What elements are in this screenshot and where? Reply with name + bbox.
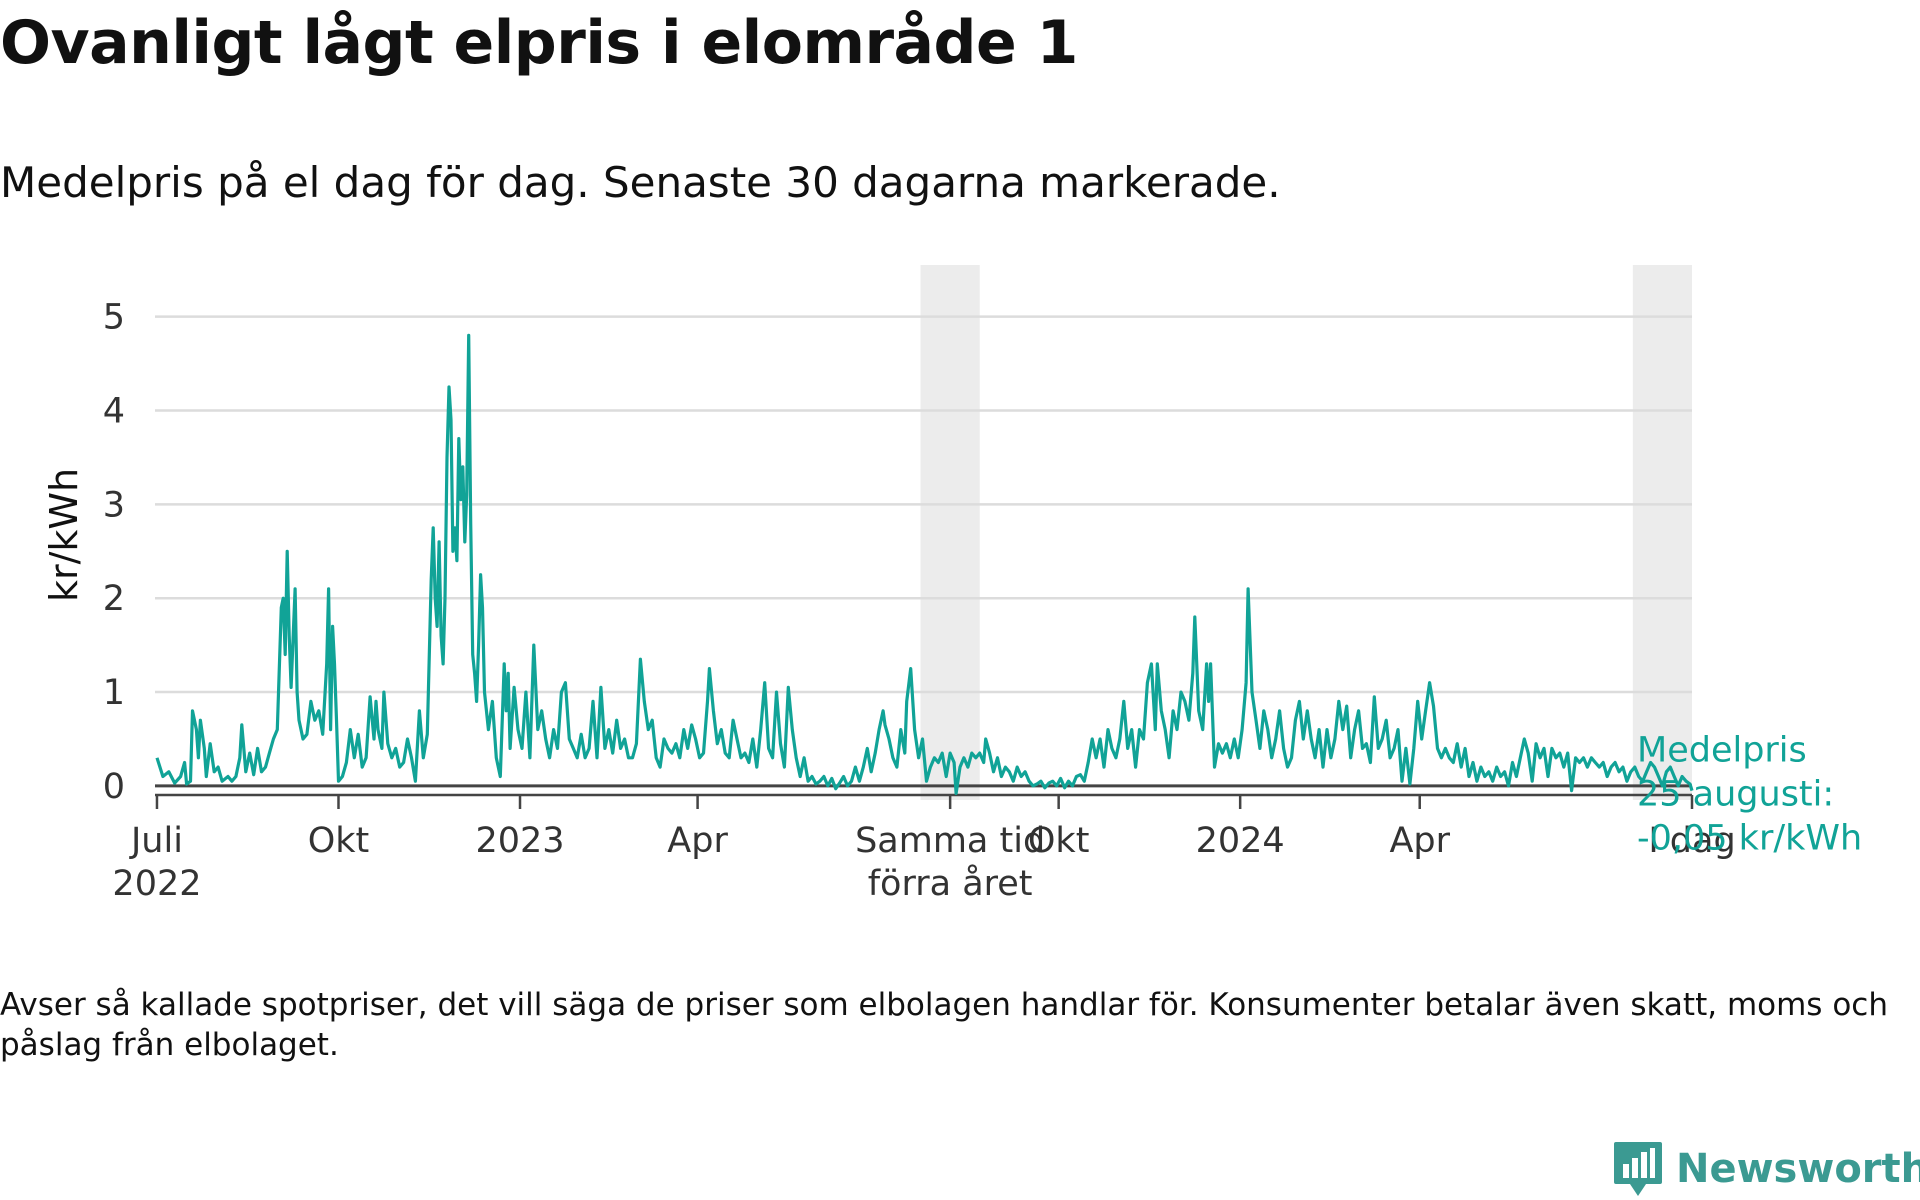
y-tick-label-4: 4 — [103, 391, 125, 431]
bar-chart-icon — [1614, 1142, 1662, 1196]
chart-title: Ovanligt lågt elpris i elområde 1 — [0, 8, 1078, 78]
y-tick-label-5: 5 — [103, 298, 125, 338]
y-axis-label: kr/kWh — [42, 468, 86, 602]
highlight-band-1 — [920, 265, 980, 800]
x-tick-label-1: Okt — [308, 821, 370, 861]
y-axis-ticks: 0 1 2 3 4 5 — [103, 298, 125, 807]
annotation-text: Medelpris 25 augusti: -0,05 kr/kWh — [1637, 731, 1862, 859]
x-tick-label-4: Samma tid förra året — [855, 821, 1045, 904]
highlight-bands — [920, 265, 1692, 800]
y-tick-label-1: 1 — [103, 673, 125, 713]
footnote: Avser så kallade spotpriser, det vill sä… — [0, 987, 1888, 1063]
series-line-medelpris — [155, 333, 1694, 795]
x-tick-label-6: 2024 — [1196, 821, 1285, 861]
line-chart: 0 1 2 3 4 5 kr/kWh Juli 2022 Okt 2023 Apr Samma ti… — [42, 265, 1862, 904]
x-tick-label-5: Okt — [1028, 821, 1090, 861]
x-tick-label-8: I dag — [1648, 821, 1735, 861]
brand-name: Newsworthy — [1676, 1146, 1920, 1192]
brand-logo[interactable]: Newsworthy — [1612, 1140, 1920, 1198]
y-tick-label-3: 3 — [103, 485, 125, 525]
x-tick-label-2: 2023 — [475, 821, 564, 861]
latest-value-annotation: Medelpris 25 augusti: -0,05 kr/kWh — [1637, 731, 1862, 859]
x-tick-label-7: Apr — [1389, 821, 1450, 861]
highlight-band-2 — [1632, 265, 1692, 800]
x-tick-label-0: Juli 2022 — [112, 821, 201, 904]
y-tick-label-2: 2 — [103, 579, 125, 619]
gridlines — [155, 315, 1692, 788]
chart-subtitle: Medelpris på el dag för dag. Senaste 30 … — [0, 158, 1281, 207]
y-tick-label-0: 0 — [103, 767, 125, 807]
x-tick-label-3: Apr — [667, 821, 728, 861]
